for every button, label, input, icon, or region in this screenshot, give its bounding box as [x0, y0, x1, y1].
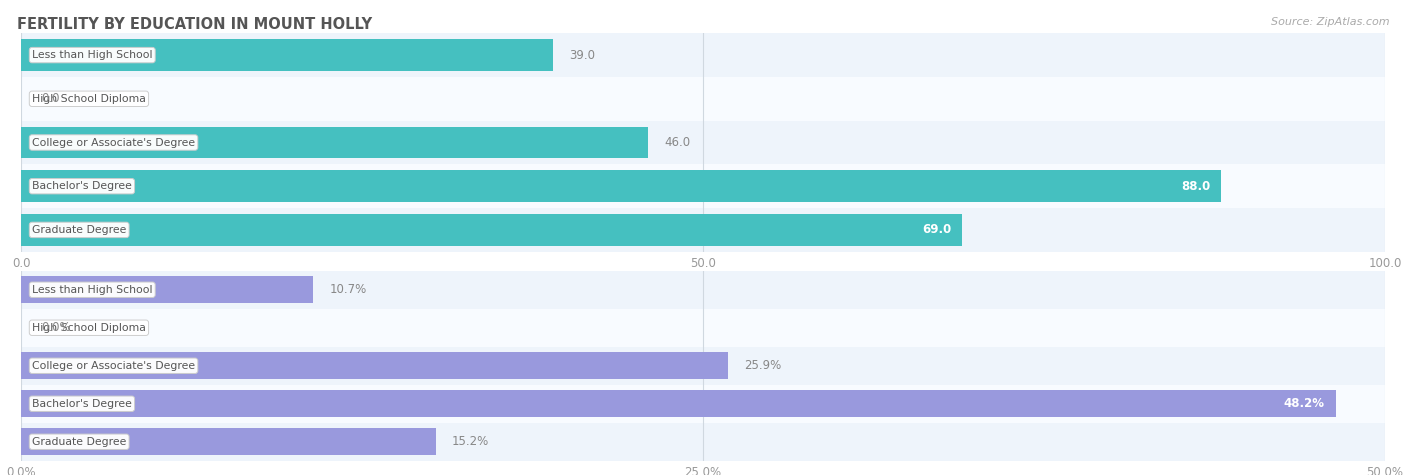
Text: Source: ZipAtlas.com: Source: ZipAtlas.com: [1271, 17, 1389, 27]
Text: 0.0%: 0.0%: [42, 321, 72, 334]
Text: 48.2%: 48.2%: [1284, 397, 1324, 410]
Text: 25.9%: 25.9%: [744, 359, 782, 372]
Text: Less than High School: Less than High School: [32, 50, 152, 60]
Bar: [21, 352, 727, 380]
Text: Bachelor's Degree: Bachelor's Degree: [32, 181, 132, 191]
Text: FERTILITY BY EDUCATION IN MOUNT HOLLY: FERTILITY BY EDUCATION IN MOUNT HOLLY: [17, 17, 373, 32]
Text: 39.0: 39.0: [569, 48, 595, 62]
Text: College or Associate's Degree: College or Associate's Degree: [32, 361, 195, 371]
Bar: [21, 214, 962, 246]
Text: Graduate Degree: Graduate Degree: [32, 225, 127, 235]
Bar: [21, 121, 1385, 164]
Text: College or Associate's Degree: College or Associate's Degree: [32, 137, 195, 148]
Bar: [21, 423, 1385, 461]
Bar: [21, 347, 1385, 385]
Bar: [21, 385, 1385, 423]
Bar: [21, 428, 436, 456]
Bar: [21, 208, 1385, 252]
Text: 0.0: 0.0: [42, 92, 60, 105]
Bar: [21, 39, 553, 71]
Bar: [21, 33, 1385, 77]
Bar: [21, 276, 314, 304]
Bar: [21, 309, 1385, 347]
Text: 69.0: 69.0: [922, 223, 952, 237]
Text: High School Diploma: High School Diploma: [32, 323, 146, 333]
Text: 10.7%: 10.7%: [329, 283, 367, 296]
Bar: [21, 171, 1222, 202]
Bar: [21, 127, 648, 158]
Bar: [21, 271, 1385, 309]
Bar: [21, 164, 1385, 208]
Text: Bachelor's Degree: Bachelor's Degree: [32, 399, 132, 409]
Text: Graduate Degree: Graduate Degree: [32, 437, 127, 447]
Text: High School Diploma: High School Diploma: [32, 94, 146, 104]
Text: 46.0: 46.0: [665, 136, 690, 149]
Text: 88.0: 88.0: [1181, 180, 1211, 193]
Bar: [21, 77, 1385, 121]
Text: Less than High School: Less than High School: [32, 285, 152, 295]
Text: 15.2%: 15.2%: [453, 435, 489, 448]
Bar: [21, 390, 1336, 418]
